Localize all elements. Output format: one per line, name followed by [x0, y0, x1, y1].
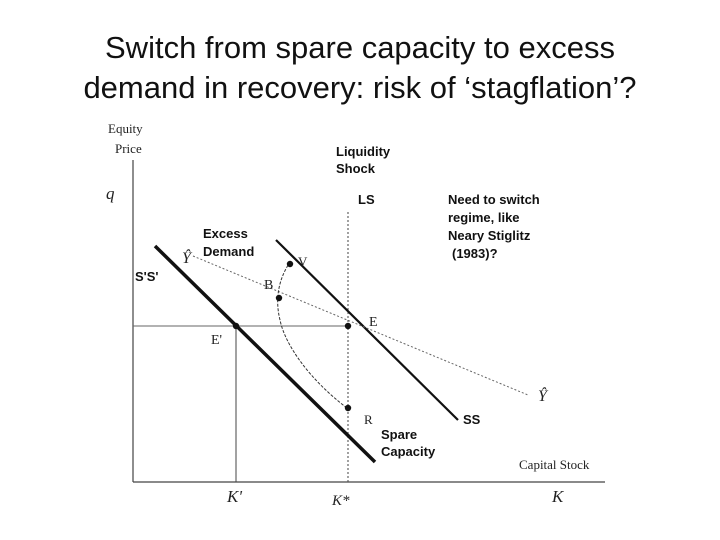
v-label: V: [298, 254, 308, 269]
r-label: R: [364, 412, 373, 427]
y-axis-symbol: q: [106, 184, 115, 203]
b-label: B: [264, 278, 273, 293]
ss-label: SS: [463, 412, 481, 427]
e-prime-label: E': [211, 333, 222, 348]
x-tick-k-prime: K': [226, 487, 242, 506]
y-hat-label-right: Ŷ: [538, 386, 549, 405]
x-axis-label: Capital Stock: [519, 457, 590, 472]
x-tick-k-star: K*: [331, 493, 350, 509]
slide-title: Switch from spare capacity to excess dem…: [40, 28, 680, 108]
adjustment-path: [277, 261, 348, 409]
y-axis-label-line-2: Price: [115, 141, 142, 156]
s-prime-s-prime-curve: [153, 244, 377, 464]
excess-demand-label-line-1: Excess: [203, 226, 248, 241]
s-prime-s-prime-label: S'S': [135, 269, 159, 284]
regime-note-line-1: Need to switch: [448, 192, 540, 207]
liquidity-shock-label-line-2: Shock: [336, 161, 376, 176]
y-axis-label-line-1: Equity: [108, 121, 143, 136]
y-hat-line: [192, 255, 529, 396]
title-line-1: Switch from spare capacity to excess: [105, 30, 615, 65]
y-hat-label-left: Ŷ: [182, 248, 193, 267]
point-v: [286, 260, 294, 268]
regime-note-line-2: regime, like: [448, 210, 520, 225]
point-e: [344, 322, 352, 330]
point-e-prime: [232, 322, 240, 330]
liquidity-shock-label-line-1: Liquidity: [336, 144, 391, 159]
spare-capacity-label-line-1: Spare: [381, 427, 417, 442]
title-line-2: demand in recovery: risk of ‘stagflation…: [83, 70, 637, 105]
spare-capacity-label-line-2: Capacity: [381, 444, 436, 459]
point-b: [275, 294, 283, 302]
x-axis-symbol: K: [551, 487, 565, 506]
excess-demand-label-line-2: Demand: [203, 244, 254, 259]
e-label: E: [369, 315, 378, 330]
regime-note-line-4: (1983)?: [452, 246, 498, 261]
ls-label: LS: [358, 192, 375, 207]
regime-note-line-3: Neary Stiglitz: [448, 228, 531, 243]
point-r: [344, 404, 352, 412]
ss-curve: [275, 239, 459, 421]
